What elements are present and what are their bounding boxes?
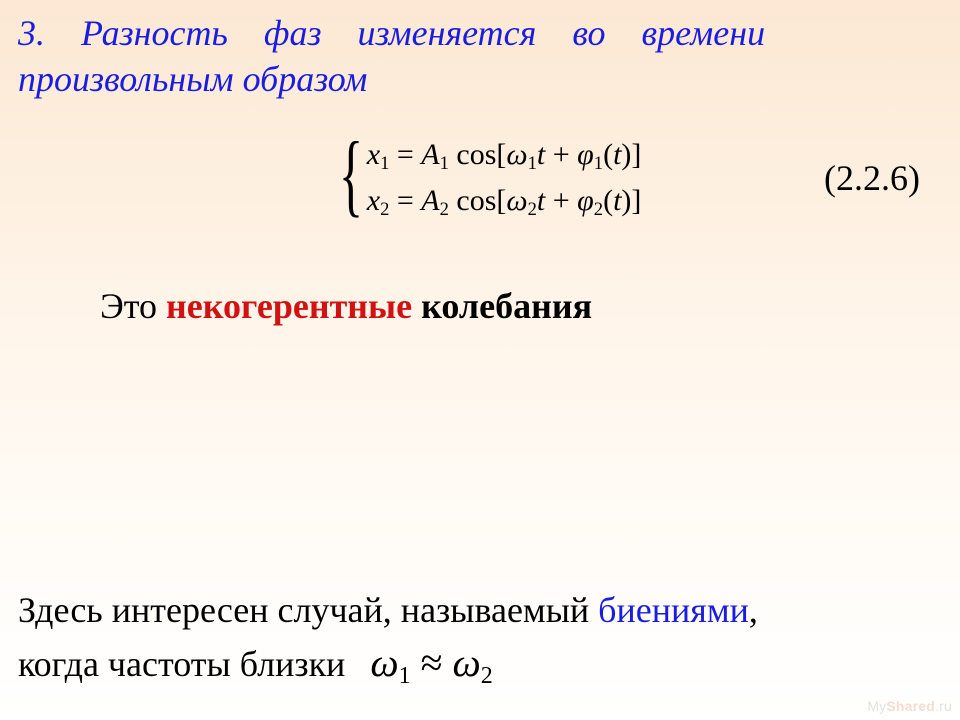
bottom-blue-term: биениями <box>598 590 749 630</box>
eq1-rbracket: ] <box>631 138 641 171</box>
eq1-omega-sub: 1 <box>528 153 537 174</box>
eq1-A-sub: 1 <box>440 153 449 174</box>
eq2-paren: ( <box>603 184 613 217</box>
eq1-x-sub: 1 <box>380 153 389 174</box>
omega1: ω <box>370 640 398 685</box>
heading-line-2: произвольным образом <box>18 56 942 102</box>
statement-suffix: колебания <box>412 286 592 326</box>
eq1-rparen: ) <box>621 138 631 171</box>
eq2-eq: = <box>397 184 421 217</box>
omega-relation: ω1 ≈ ω2 <box>354 640 492 685</box>
eq1-phi-sub: 1 <box>594 153 603 174</box>
heading-line-1: 3. Разность фаз изменяется во времени <box>18 10 942 56</box>
eq1-cos: cos <box>456 138 496 171</box>
equation-block: { x1 = A1 cos[ω1t + φ1(t)] x2 = A2 cos[ω… <box>0 128 960 228</box>
eq2-plus: + <box>553 184 577 217</box>
bottom-line1-a: Здесь интересен случай, называемый <box>18 590 598 630</box>
left-brace-icon: { <box>338 128 362 228</box>
equation-line-2: x2 = A2 cos[ω2t + φ2(t)] <box>367 178 642 224</box>
slide: 3. Разность фаз изменяется во времени пр… <box>0 0 960 720</box>
eq1-phi: φ <box>577 138 594 171</box>
equation-lines: x1 = A1 cos[ω1t + φ1(t)] x2 = A2 cos[ω2t… <box>367 128 642 228</box>
eq2-A-sub: 2 <box>440 199 449 220</box>
watermark-a: My <box>867 698 886 714</box>
eq2-rparen: ) <box>621 184 631 217</box>
approx-symbol: ≈ <box>421 640 443 685</box>
watermark-b: Shared <box>886 698 935 714</box>
bottom-paragraph: Здесь интересен случай, называемый биени… <box>18 585 942 694</box>
equation-number: (2.2.6) <box>824 157 920 199</box>
statement: Это некогерентные колебания <box>100 285 592 327</box>
omega1-sub: 1 <box>399 664 411 690</box>
bottom-line2-a: когда частоты близки <box>18 644 345 684</box>
eq2-phi-sub: 2 <box>594 199 603 220</box>
eq1-omega: ω <box>506 138 527 171</box>
omega2-sub: 2 <box>481 664 493 690</box>
eq2-lbracket: [ <box>496 184 506 217</box>
eq2-cos: cos <box>456 184 496 217</box>
eq1-A: A <box>421 138 439 171</box>
equation-center: { x1 = A1 cos[ω1t + φ1(t)] x2 = A2 cos[ω… <box>0 128 960 228</box>
equation-line-1: x1 = A1 cos[ω1t + φ1(t)] <box>367 132 642 178</box>
eq1-lbracket: [ <box>496 138 506 171</box>
watermark: MyShared.ru <box>867 698 952 714</box>
eq1-plus: + <box>553 138 577 171</box>
statement-prefix: Это <box>100 286 166 326</box>
omega2: ω <box>453 640 481 685</box>
eq2-t: t <box>537 184 545 217</box>
bottom-line1-b: , <box>749 590 758 630</box>
heading: 3. Разность фаз изменяется во времени пр… <box>18 10 942 102</box>
eq2-omega: ω <box>506 184 527 217</box>
eq2-omega-sub: 2 <box>528 199 537 220</box>
watermark-c: .ru <box>935 698 952 714</box>
eq2-x: x <box>367 184 380 217</box>
eq2-x-sub: 2 <box>380 199 389 220</box>
eq2-A: A <box>421 184 439 217</box>
statement-emphasis: некогерентные <box>166 286 412 326</box>
eq1-x: x <box>367 138 380 171</box>
eq1-t: t <box>537 138 545 171</box>
eq2-rbracket: ] <box>631 184 641 217</box>
eq1-paren: ( <box>603 138 613 171</box>
eq2-phi: φ <box>577 184 594 217</box>
eq1-eq: = <box>397 138 421 171</box>
equation-system: { x1 = A1 cos[ω1t + φ1(t)] x2 = A2 cos[ω… <box>319 128 642 228</box>
